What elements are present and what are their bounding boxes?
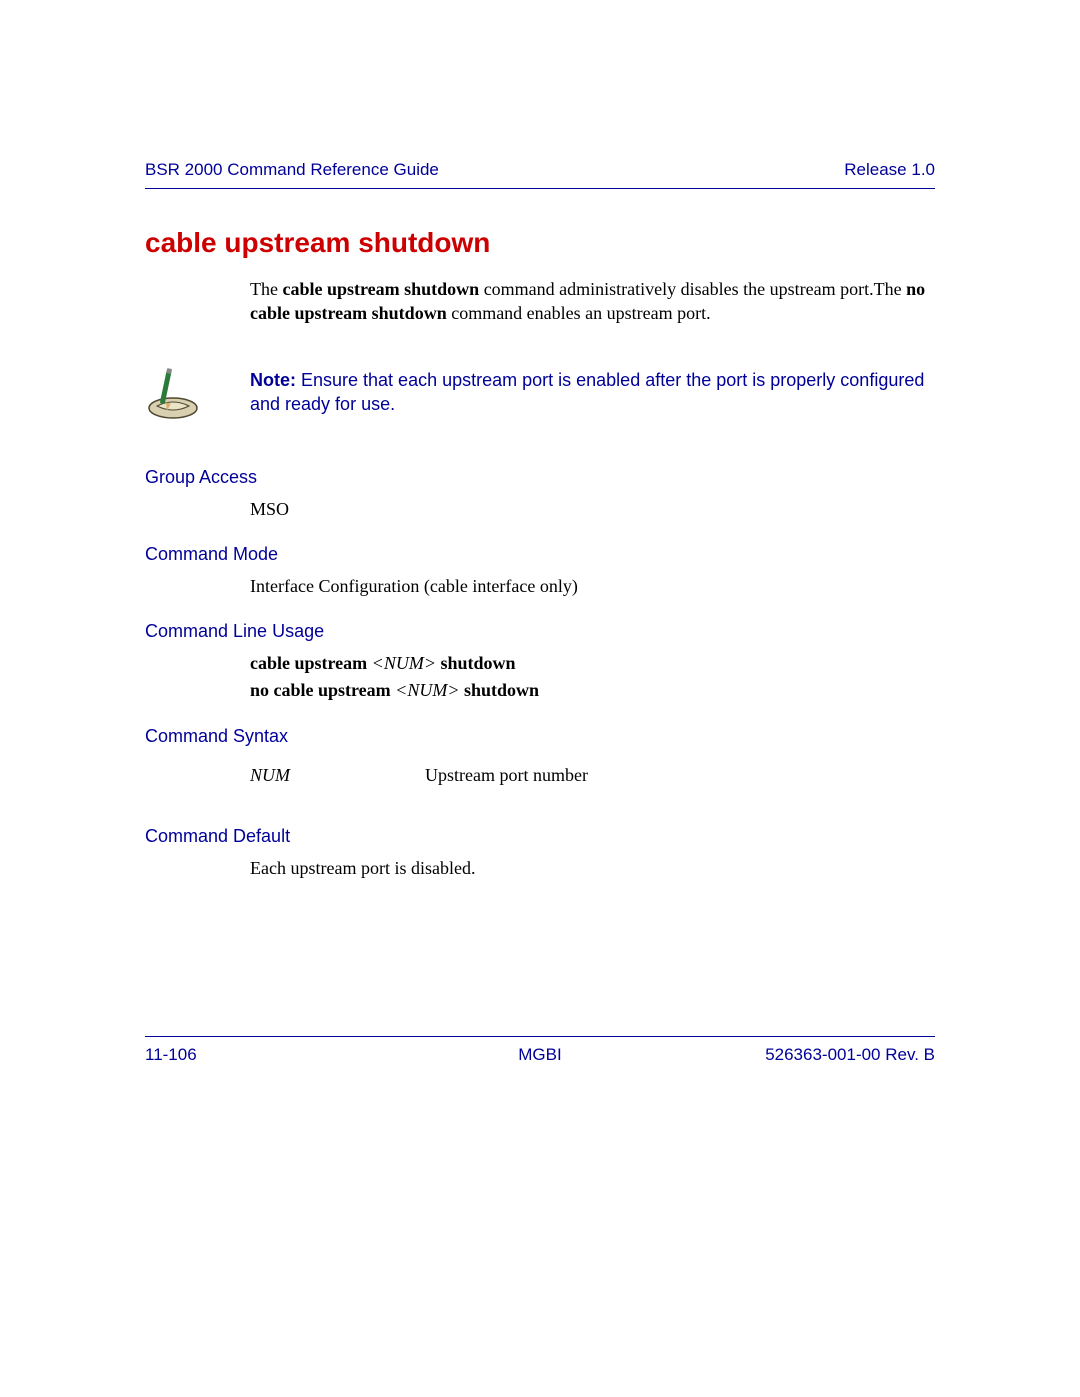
command-mode-value: Interface Configuration (cable interface… [250,573,935,599]
command-line-usage-label: Command Line Usage [145,621,935,642]
intro-text-2: command administratively disables the up… [479,279,906,299]
intro-text-3: command enables an upstream port. [447,303,711,323]
syntax-param: NUM [250,765,425,786]
command-default-label: Command Default [145,826,935,847]
usage1-post: shutdown [436,653,516,673]
note-text: Note: Ensure that each upstream port is … [250,368,935,417]
usage-line-2: no cable upstream <NUM> shutdown [250,677,935,704]
command-mode-label: Command Mode [145,544,935,565]
usage1-param: <NUM> [372,653,436,673]
footer-rule [145,1036,935,1037]
usage-line-1: cable upstream <NUM> shutdown [250,650,935,677]
footer-doc-id: 526363-001-00 Rev. B [765,1045,935,1065]
note-icon [145,368,205,425]
intro-bold-1: cable upstream shutdown [282,279,479,299]
page-footer: 11-106 MGBI 526363-001-00 Rev. B [145,1045,935,1065]
note-label: Note: [250,370,296,390]
guide-title: BSR 2000 Command Reference Guide [145,160,439,180]
command-title: cable upstream shutdown [145,227,935,259]
syntax-desc: Upstream port number [425,765,588,786]
usage2-param: <NUM> [395,680,459,700]
note-block: Note: Ensure that each upstream port is … [145,368,935,425]
footer-page-number: 11-106 [145,1045,197,1065]
release-label: Release 1.0 [844,160,935,180]
intro-paragraph: The cable upstream shutdown command admi… [250,277,935,326]
usage2-pre: no cable upstream [250,680,395,700]
intro-text-1: The [250,279,282,299]
group-access-label: Group Access [145,467,935,488]
syntax-table: NUM Upstream port number [250,765,935,786]
usage1-pre: cable upstream [250,653,372,673]
usage2-post: shutdown [459,680,539,700]
command-syntax-label: Command Syntax [145,726,935,747]
group-access-value: MSO [250,496,935,522]
page-header: BSR 2000 Command Reference Guide Release… [145,160,935,189]
footer-center: MGBI [518,1045,561,1065]
note-body: Ensure that each upstream port is enable… [250,370,924,414]
command-default-value: Each upstream port is disabled. [250,855,935,881]
document-page: BSR 2000 Command Reference Guide Release… [0,0,1080,1397]
